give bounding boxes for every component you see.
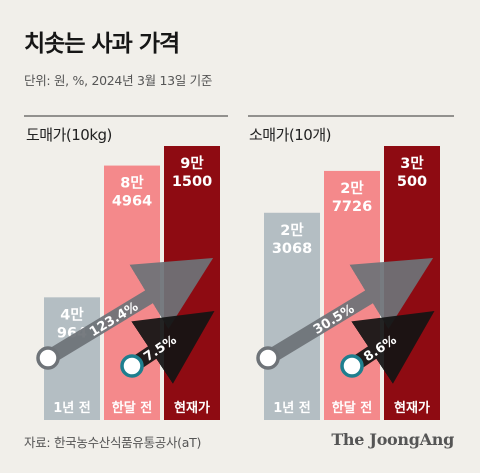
category-label: 현재가 bbox=[394, 400, 430, 416]
arrow-origin-dot bbox=[340, 354, 364, 378]
category-label: 한달 전 bbox=[112, 400, 152, 416]
arrow-origin-dot bbox=[36, 346, 60, 370]
category-label: 1년 전 bbox=[53, 400, 91, 416]
value-label: 8만 bbox=[120, 175, 144, 192]
value-label: 1500 bbox=[172, 174, 212, 190]
category-label: 현재가 bbox=[174, 400, 210, 416]
value-label: 500 bbox=[397, 174, 427, 190]
value-label: 4만 bbox=[60, 306, 84, 323]
unit-note: 단위: 원, %, 2024년 3월 13일 기준 bbox=[24, 73, 213, 88]
category-label: 한달 전 bbox=[332, 400, 372, 416]
bar-1 bbox=[264, 212, 320, 420]
value-label: 9만 bbox=[180, 155, 204, 172]
publisher-logo: The JoongAng bbox=[331, 430, 454, 449]
value-label: 2만 bbox=[340, 180, 364, 197]
category-label: 1년 전 bbox=[273, 400, 311, 416]
arrow-origin-dot bbox=[120, 354, 144, 378]
value-label: 3만 bbox=[400, 155, 424, 172]
chart-title: 치솟는 사과 가격 bbox=[24, 31, 180, 57]
panel-title: 도매가(10kg) bbox=[26, 126, 112, 144]
source-note: 자료: 한국농수산식품유통공사(aT) bbox=[24, 435, 202, 450]
value-label: 7726 bbox=[332, 199, 372, 215]
value-label: 4964 bbox=[112, 194, 152, 210]
panel-title: 소매가(10개) bbox=[249, 126, 331, 144]
arrow-origin-dot bbox=[256, 346, 280, 370]
value-label: 2만 bbox=[280, 222, 304, 239]
value-label: 3068 bbox=[272, 241, 312, 257]
